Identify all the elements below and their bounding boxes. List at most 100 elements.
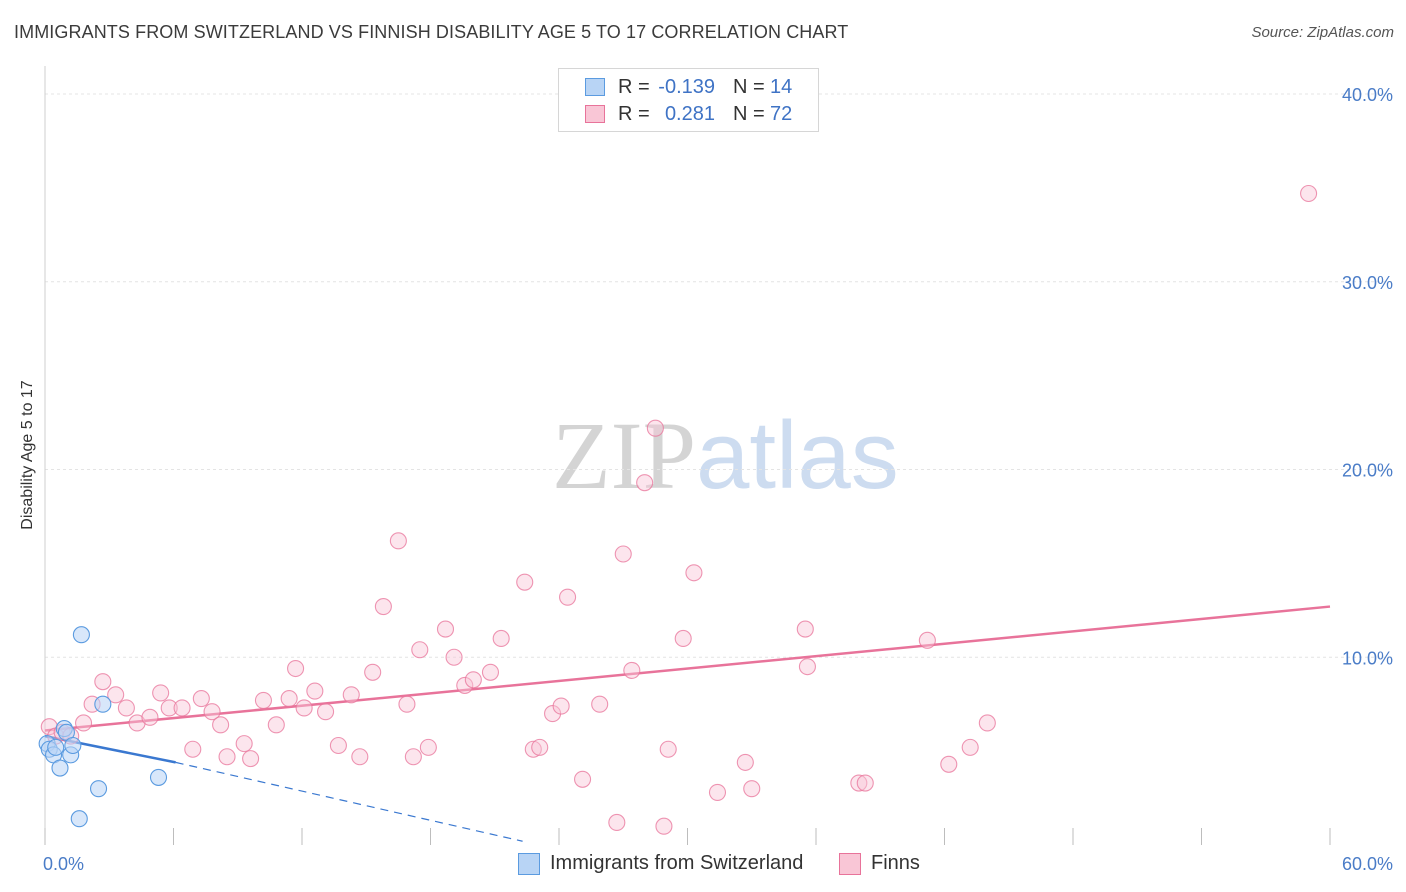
legend-n-label: N = xyxy=(733,103,765,125)
y-tick-label: 40.0% xyxy=(1342,85,1393,105)
watermark-atlas: atlas xyxy=(696,402,899,509)
trend-line-switzerland-extension xyxy=(175,761,523,842)
data-point-finns xyxy=(646,419,664,437)
x-tick-labels: 0.0% 60.0% xyxy=(43,854,1393,874)
data-point-finns xyxy=(173,699,191,717)
legend-row-finns: R = 0.281 N = 72 xyxy=(559,101,818,127)
data-point-finns xyxy=(94,673,112,691)
bottom-legend-label: Finns xyxy=(871,852,920,874)
data-point-finns xyxy=(708,783,727,801)
data-point-finns xyxy=(306,682,324,700)
data-point-finns xyxy=(685,564,703,582)
data-point-switzerland xyxy=(64,736,82,755)
data-point-finns xyxy=(254,691,273,709)
data-point-finns xyxy=(342,686,360,704)
legend-r-label: R = xyxy=(618,103,650,125)
data-point-finns xyxy=(160,699,178,717)
data-point-finns xyxy=(796,620,814,638)
data-point-finns xyxy=(940,755,958,773)
watermark-zip: ZIP xyxy=(552,402,696,509)
data-point-finns xyxy=(743,780,761,798)
data-point-finns xyxy=(329,736,347,755)
x-tick-label: 0.0% xyxy=(43,854,84,874)
axes xyxy=(44,66,1331,845)
data-point-finns xyxy=(436,620,455,638)
data-point-finns xyxy=(280,690,298,708)
data-point-finns xyxy=(591,695,609,713)
x-tick-label: 60.0% xyxy=(1342,854,1393,874)
legend-r-value: 0.281 xyxy=(664,103,715,125)
data-point-switzerland xyxy=(72,626,90,644)
data-point-finns xyxy=(674,629,692,648)
data-point-finns xyxy=(218,748,236,766)
data-point-finns xyxy=(398,695,416,713)
bottom-legend-swatch-pink xyxy=(839,853,861,875)
y-tick-label: 10.0% xyxy=(1342,648,1393,668)
data-point-finns xyxy=(1300,184,1318,203)
data-point-finns xyxy=(404,748,422,766)
legend-row-switzerland: R = -0.139 N = 14 xyxy=(559,74,818,100)
data-point-finns xyxy=(481,663,500,681)
y-tick-label: 20.0% xyxy=(1342,461,1393,481)
data-point-finns xyxy=(608,813,626,832)
data-point-finns xyxy=(918,631,936,649)
data-point-finns xyxy=(798,658,816,676)
data-point-switzerland xyxy=(70,810,88,828)
legend-r-value: -0.139 xyxy=(658,76,715,98)
data-point-finns xyxy=(389,532,407,550)
data-point-finns xyxy=(614,545,632,563)
data-point-finns xyxy=(117,699,135,717)
data-point-finns xyxy=(152,684,170,702)
stats-legend: R = -0.139 N = 14 R = 0.281 N = 72 xyxy=(558,68,819,132)
data-point-finns xyxy=(850,774,868,792)
data-point-finns xyxy=(411,641,429,659)
bottom-legend-label: Immigrants from Switzerland xyxy=(550,852,804,874)
data-point-finns xyxy=(212,716,230,734)
data-point-finns xyxy=(524,740,542,758)
data-point-finns xyxy=(559,588,577,606)
data-point-finns xyxy=(736,753,754,771)
gridlines xyxy=(45,93,1395,658)
legend-swatch-blue xyxy=(585,78,605,96)
data-point-finns xyxy=(445,648,463,666)
legend-n-value: 72 xyxy=(770,103,793,125)
bottom-legend-swatch-blue xyxy=(518,853,540,875)
data-point-finns xyxy=(623,661,641,679)
data-point-finns xyxy=(364,663,382,681)
data-point-finns xyxy=(516,573,534,591)
legend-n-value: 14 xyxy=(770,76,793,98)
data-point-finns xyxy=(75,714,93,732)
y-tick-labels: 10.0% 20.0% 30.0% 40.0% xyxy=(1342,85,1393,668)
data-point-switzerland xyxy=(51,759,69,777)
data-point-finns xyxy=(141,708,159,726)
data-point-finns xyxy=(203,703,221,721)
data-point-finns xyxy=(287,659,305,678)
data-point-finns xyxy=(295,699,313,717)
data-point-finns xyxy=(184,740,202,758)
data-point-finns xyxy=(192,690,210,708)
data-point-finns xyxy=(128,714,146,732)
chart-title: IMMIGRANTS FROM SWITZERLAND VS FINNISH D… xyxy=(14,22,849,42)
data-point-switzerland xyxy=(149,768,168,786)
data-point-finns xyxy=(242,750,260,768)
legend-swatch-pink xyxy=(585,105,605,123)
data-point-finns xyxy=(574,770,592,788)
source-label: Source: ZipAtlas.com xyxy=(1251,24,1394,41)
data-point-finns xyxy=(235,735,253,753)
data-point-finns xyxy=(856,774,874,792)
data-point-finns xyxy=(317,703,335,721)
data-point-finns xyxy=(456,676,474,694)
y-tick-label: 30.0% xyxy=(1342,273,1393,293)
data-point-finns xyxy=(374,598,392,616)
watermark: ZIPatlas xyxy=(552,400,899,511)
data-point-finns xyxy=(655,817,673,835)
data-point-finns xyxy=(978,714,996,732)
legend-r-label: R = xyxy=(618,76,650,98)
data-point-finns xyxy=(464,671,482,689)
data-point-finns xyxy=(419,738,437,756)
data-point-finns xyxy=(636,474,654,492)
data-point-switzerland xyxy=(89,780,108,798)
trend-line-finns xyxy=(44,605,1331,732)
data-point-finns xyxy=(659,740,677,758)
